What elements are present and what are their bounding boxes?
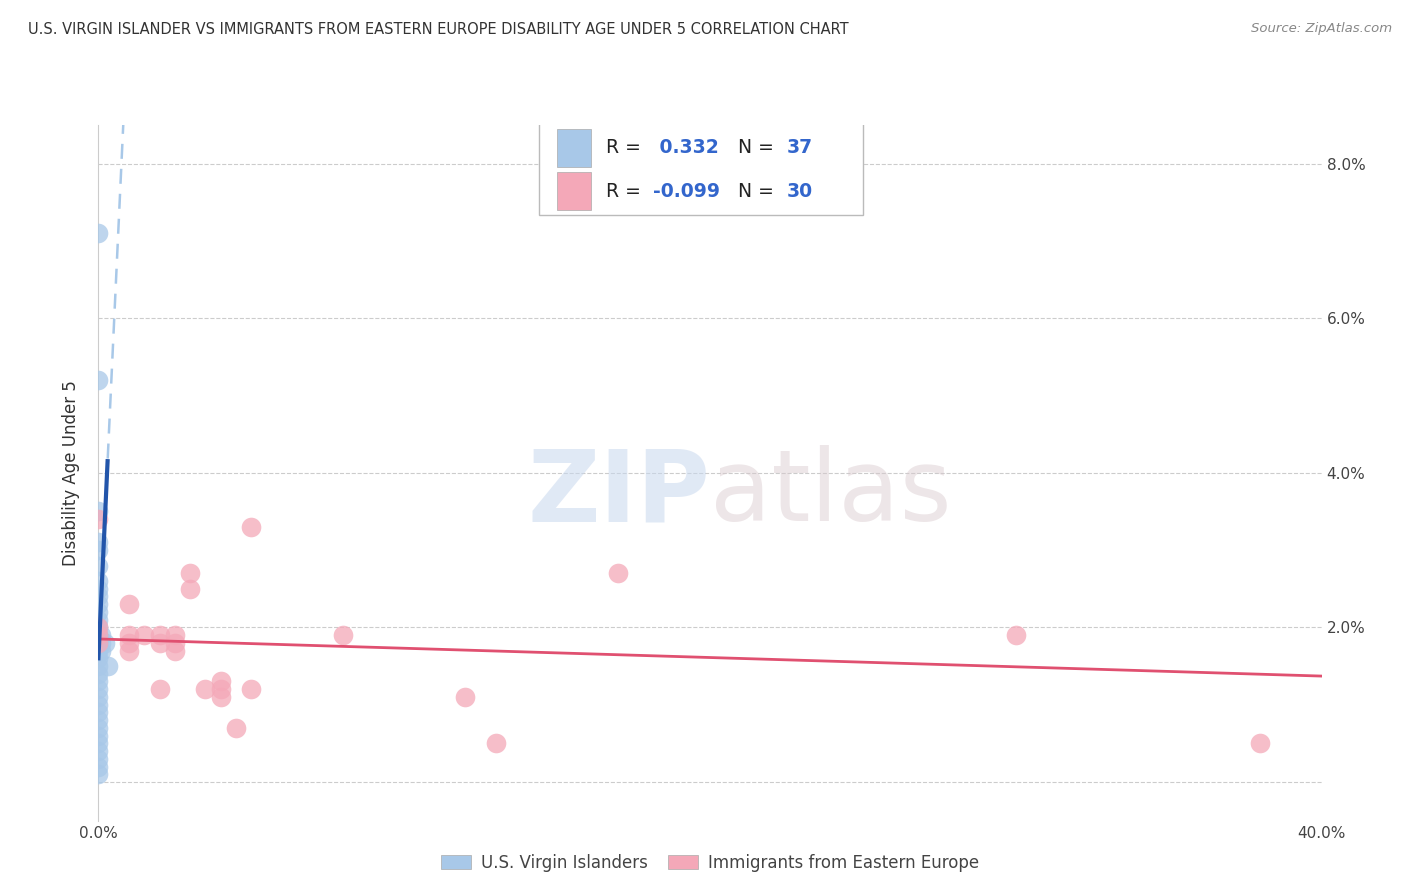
Point	[87, 744, 110, 758]
Point	[87, 582, 110, 596]
Point	[87, 620, 110, 634]
Point	[149, 682, 172, 697]
Point	[87, 752, 110, 766]
Text: 37: 37	[787, 138, 813, 158]
Point	[87, 613, 110, 627]
Text: 30: 30	[787, 182, 813, 201]
Point	[1004, 628, 1026, 642]
Point	[134, 628, 156, 642]
Point	[87, 628, 110, 642]
Point	[87, 698, 110, 712]
Text: R =: R =	[606, 182, 647, 201]
Text: N =: N =	[738, 138, 780, 158]
Point	[87, 597, 110, 611]
Text: U.S. VIRGIN ISLANDER VS IMMIGRANTS FROM EASTERN EUROPE DISABILITY AGE UNDER 5 CO: U.S. VIRGIN ISLANDER VS IMMIGRANTS FROM …	[28, 22, 849, 37]
Point	[607, 566, 630, 581]
Point	[97, 659, 120, 673]
Text: R =: R =	[606, 138, 647, 158]
Point	[118, 597, 141, 611]
Point	[454, 690, 477, 704]
Point	[87, 682, 110, 697]
Point	[87, 666, 110, 681]
Text: Source: ZipAtlas.com: Source: ZipAtlas.com	[1251, 22, 1392, 36]
Point	[87, 643, 110, 657]
Point	[87, 659, 110, 673]
Point	[87, 590, 110, 604]
Text: atlas: atlas	[710, 445, 952, 542]
Point	[87, 504, 110, 518]
Point	[87, 674, 110, 689]
Point	[87, 736, 110, 750]
Point	[87, 729, 110, 743]
Point	[240, 682, 263, 697]
Point	[194, 682, 217, 697]
Point	[87, 620, 110, 634]
Point	[209, 690, 232, 704]
Bar	[557, 172, 592, 211]
Point	[93, 636, 115, 650]
Point	[87, 226, 110, 240]
Point	[90, 643, 112, 657]
Point	[87, 759, 110, 773]
Point	[163, 643, 186, 657]
Point	[87, 535, 110, 549]
Point	[485, 736, 508, 750]
Point	[332, 628, 354, 642]
Y-axis label: Disability Age Under 5: Disability Age Under 5	[62, 380, 80, 566]
Point	[87, 574, 110, 588]
Point	[87, 767, 110, 781]
Point	[87, 558, 110, 573]
Point	[87, 721, 110, 735]
Point	[87, 512, 110, 526]
Point	[225, 721, 247, 735]
Point	[118, 628, 141, 642]
Legend: U.S. Virgin Islanders, Immigrants from Eastern Europe: U.S. Virgin Islanders, Immigrants from E…	[434, 847, 986, 879]
Point	[118, 643, 141, 657]
Point	[87, 690, 110, 704]
Point	[87, 651, 110, 665]
Point	[87, 636, 110, 650]
Point	[87, 636, 110, 650]
Point	[163, 628, 186, 642]
Point	[87, 543, 110, 558]
Text: -0.099: -0.099	[652, 182, 720, 201]
Point	[87, 713, 110, 727]
Text: 0.332: 0.332	[652, 138, 718, 158]
Point	[118, 636, 141, 650]
Bar	[557, 128, 592, 167]
Text: ZIP: ZIP	[527, 445, 710, 542]
Point	[163, 636, 186, 650]
FancyBboxPatch shape	[538, 114, 863, 215]
Text: N =: N =	[738, 182, 780, 201]
Point	[209, 682, 232, 697]
Point	[90, 628, 112, 642]
Point	[179, 582, 201, 596]
Point	[87, 706, 110, 720]
Point	[87, 605, 110, 619]
Point	[87, 628, 110, 642]
Point	[179, 566, 201, 581]
Point	[90, 636, 112, 650]
Point	[149, 636, 172, 650]
Point	[1249, 736, 1271, 750]
Point	[240, 520, 263, 534]
Point	[87, 373, 110, 387]
Point	[149, 628, 172, 642]
Point	[209, 674, 232, 689]
